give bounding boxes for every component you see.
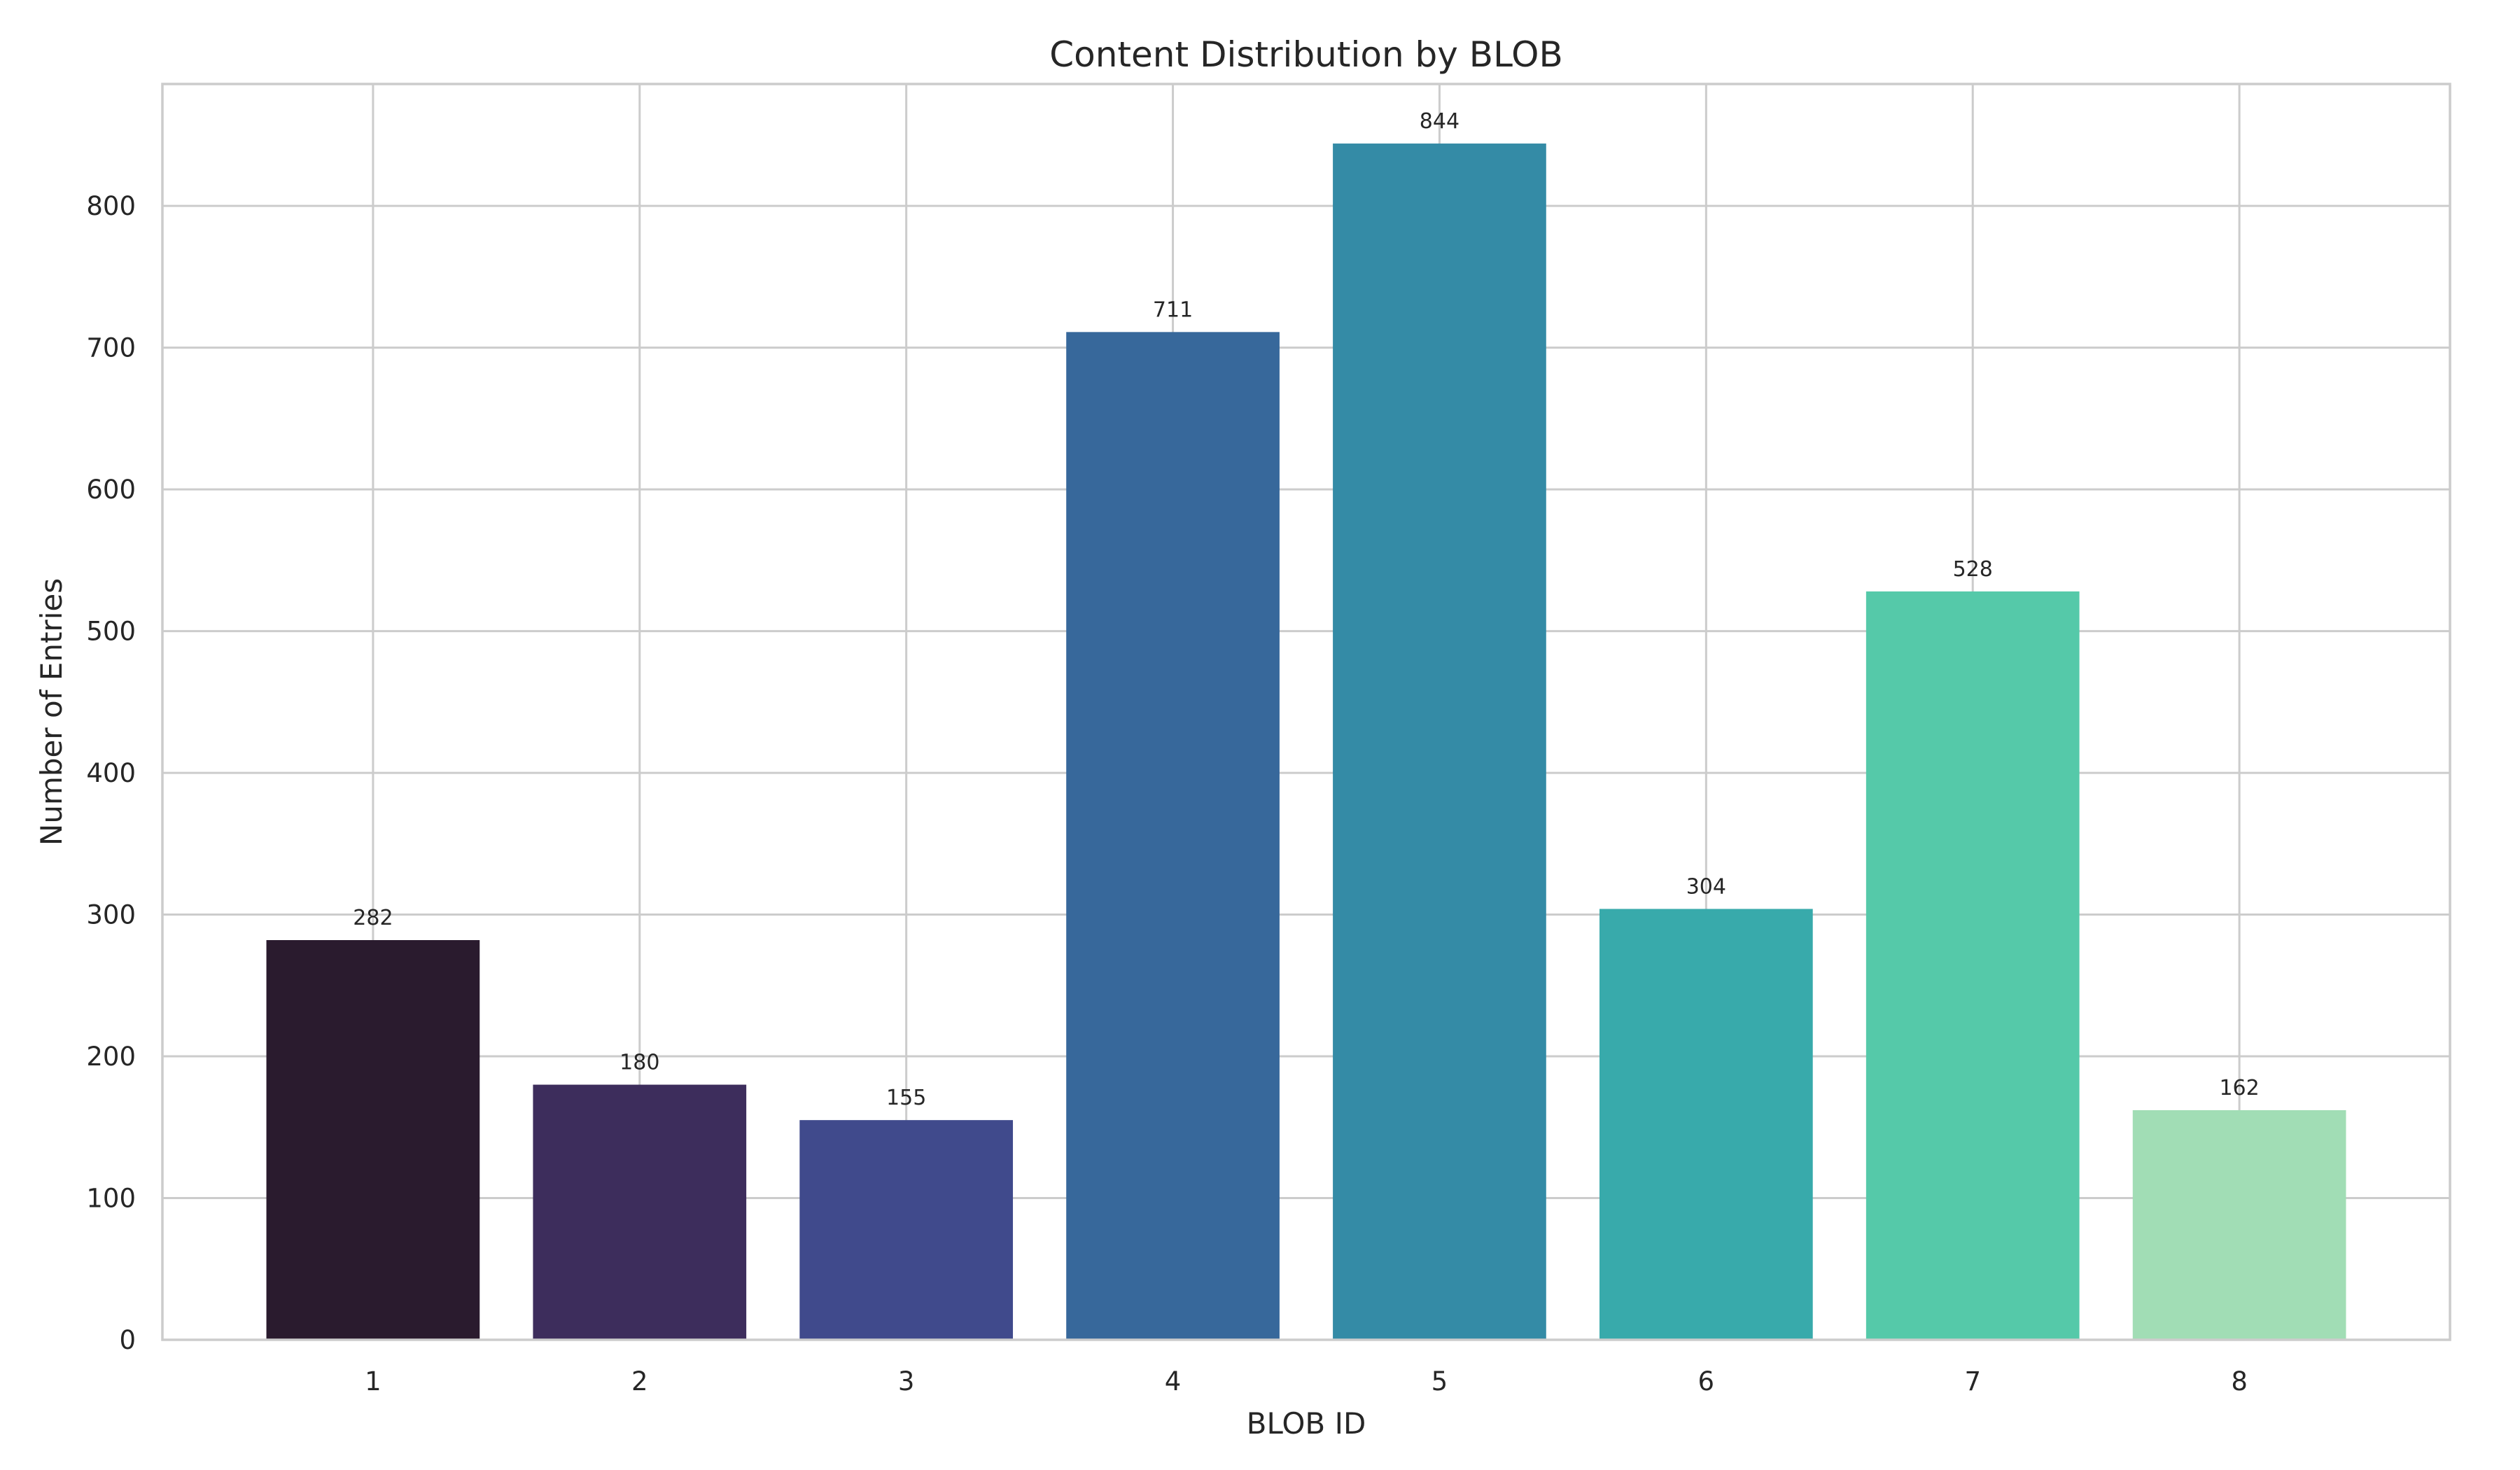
- plot-frame: [161, 83, 2451, 1341]
- x-tick-label: 5: [1432, 1366, 1448, 1396]
- x-tick-label: 8: [2231, 1366, 2248, 1396]
- y-tick-label: 500: [86, 617, 136, 647]
- data-label: 304: [1686, 874, 1726, 899]
- y-axis-title: Number of Entries: [34, 578, 69, 846]
- y-tick-label: 700: [86, 333, 136, 363]
- y-tick-labels: 0 100 200 300 400 500 600 700 800: [86, 191, 136, 1355]
- data-label: 162: [2219, 1076, 2259, 1100]
- data-label: 282: [353, 906, 393, 930]
- data-labels: 282 180 155 711 844 304 528 162: [353, 109, 2259, 1110]
- chart-title: Content Distribution by BLOB: [1049, 34, 1563, 75]
- y-tick-label: 100: [86, 1184, 136, 1214]
- bar: [1865, 591, 2080, 1340]
- data-label: 155: [886, 1086, 926, 1110]
- y-tick-label: 600: [86, 475, 136, 505]
- bar: [533, 1084, 747, 1340]
- y-tick-label: 400: [86, 758, 136, 788]
- x-tick-label: 3: [898, 1366, 915, 1396]
- data-label: 180: [620, 1051, 659, 1075]
- x-tick-labels: 1 2 3 4 5 6 7 8: [365, 1366, 2248, 1396]
- y-tick-label: 0: [119, 1325, 136, 1355]
- bar: [2132, 1110, 2346, 1340]
- bar: [1066, 332, 1280, 1340]
- gridlines: [162, 84, 2450, 1341]
- y-tick-label: 300: [86, 900, 136, 930]
- x-tick-label: 1: [365, 1366, 382, 1396]
- data-label: 528: [1953, 557, 1993, 582]
- data-label: 711: [1153, 298, 1193, 322]
- y-tick-label: 800: [86, 191, 136, 221]
- bar: [799, 1120, 1014, 1340]
- x-axis-title: BLOB ID: [1247, 1406, 1366, 1441]
- x-tick-label: 7: [1964, 1366, 1981, 1396]
- bar: [266, 939, 480, 1340]
- bar: [1333, 144, 1546, 1340]
- x-tick-label: 6: [1698, 1366, 1715, 1396]
- bar: [1599, 909, 1813, 1340]
- bars: [266, 144, 2346, 1340]
- data-label: 844: [1420, 109, 1460, 134]
- x-tick-label: 2: [631, 1366, 648, 1396]
- y-tick-label: 200: [86, 1042, 136, 1072]
- x-tick-label: 4: [1165, 1366, 1182, 1396]
